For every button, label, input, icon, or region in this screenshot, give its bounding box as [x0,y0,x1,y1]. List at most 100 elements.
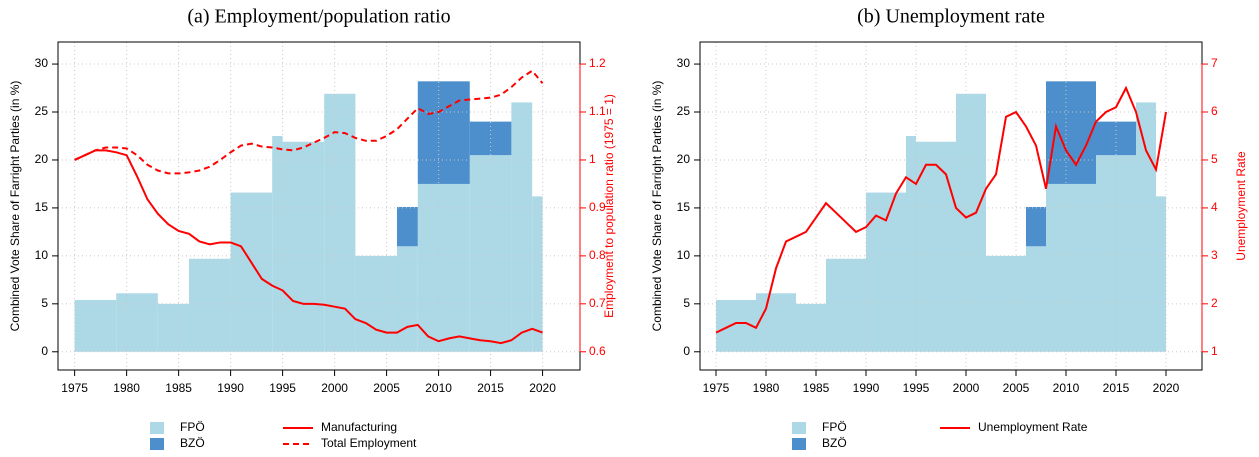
y2-axis-label: Employment to population ratio (1975 = 1… [602,94,616,318]
step-area [916,141,956,352]
legend-label: Total Employment [321,436,417,450]
step-area [532,196,543,352]
y-tick-label: 0 [41,344,48,358]
legend-swatch [150,422,164,434]
x-tick-label: 1980 [753,381,780,395]
step-area [1136,102,1156,352]
step-area [157,303,190,352]
step-area [396,246,418,352]
y-tick-label: 15 [35,200,49,214]
step-area [906,135,916,352]
x-tick-label: 1975 [61,381,88,395]
y-tick-label: 20 [677,152,691,166]
y2-tick-label: 3 [1211,248,1218,262]
x-tick-label: 2020 [1153,381,1180,395]
step-area [866,192,906,352]
x-tick-label: 1985 [803,381,830,395]
y-tick-label: 15 [677,200,691,214]
x-tick-label: 2005 [373,381,400,395]
step-area [189,258,231,352]
data-line [74,69,544,175]
y-tick-label: 30 [35,56,49,70]
y2-tick-label: 1 [589,152,596,166]
legend-swatch [792,438,806,450]
step-area [1026,206,1046,247]
y2-tick-label: 1 [1211,344,1218,358]
y2-tick-label: 6 [1211,104,1218,118]
legend-label: Manufacturing [321,420,397,434]
x-tick-label: 2010 [1053,381,1080,395]
step-area [230,192,273,352]
x-tick-label: 1990 [853,381,880,395]
step-area [1026,246,1046,352]
legend-label: BZÖ [822,436,847,450]
step-area [716,299,756,352]
y2-tick-label: 5 [1211,152,1218,166]
data-line [74,149,543,345]
step-area [417,81,470,184]
step-area [796,303,826,352]
y2-tick-label: 2 [1211,296,1218,310]
step-area [956,93,986,352]
step-area [324,93,356,352]
y-tick-label: 25 [35,104,49,118]
y-tick-label: 5 [41,296,48,310]
step-area [1046,183,1096,352]
y2-tick-label: 0.8 [589,248,606,262]
data-line [715,85,1167,334]
y-tick-label: 0 [683,344,690,358]
y2-tick-label: 0.6 [589,344,606,358]
step-area [826,258,866,352]
step-area [417,183,470,352]
x-tick-label: 2020 [529,381,556,395]
y2-tick-label: 7 [1211,56,1218,70]
x-tick-label: 2015 [477,381,504,395]
step-area [756,293,796,352]
legend-label: BZÖ [180,436,205,450]
y-tick-label: 25 [677,104,691,118]
step-area [1156,196,1166,352]
x-tick-label: 1980 [113,381,140,395]
x-tick-label: 2010 [425,381,452,395]
step-area [1046,81,1096,184]
y-axis-label: Combined Vote Share of Farright Parties … [8,81,22,332]
chart-title: (b) Unemployment rate [857,6,1045,28]
y-tick-label: 20 [35,152,49,166]
x-tick-label: 2000 [321,381,348,395]
y2-tick-label: 1.2 [589,56,606,70]
step-area [116,293,158,352]
step-area [511,102,533,352]
step-area [396,206,418,247]
x-tick-label: 2000 [953,381,980,395]
y-tick-label: 30 [677,56,691,70]
y2-axis-label: Unemployment Rate [1234,151,1248,261]
legend-label: Unemployment Rate [978,420,1088,434]
x-tick-label: 1995 [903,381,930,395]
y-tick-label: 10 [677,248,691,262]
legend-swatch [150,438,164,450]
step-area [1096,155,1136,352]
x-tick-label: 1975 [703,381,730,395]
chart-title: (a) Employment/population ratio [187,6,450,28]
legend-label: FPÖ [180,420,205,434]
legend-swatch [792,422,806,434]
x-tick-label: 1995 [269,381,296,395]
y-tick-label: 5 [683,296,690,310]
y2-tick-label: 4 [1211,200,1218,214]
y-axis-label: Combined Vote Share of Farright Parties … [650,81,664,332]
legend-label: FPÖ [822,420,847,434]
x-tick-label: 2015 [1103,381,1130,395]
x-tick-label: 1990 [217,381,244,395]
step-area [469,155,512,352]
step-area [282,141,325,352]
y2-tick-label: 0.9 [589,200,606,214]
x-tick-label: 1985 [165,381,192,395]
x-tick-label: 2005 [1003,381,1030,395]
y-tick-label: 10 [35,248,49,262]
step-area [74,299,117,352]
step-area [272,135,283,352]
y2-tick-label: 0.7 [589,296,606,310]
y2-tick-label: 1.1 [589,104,606,118]
